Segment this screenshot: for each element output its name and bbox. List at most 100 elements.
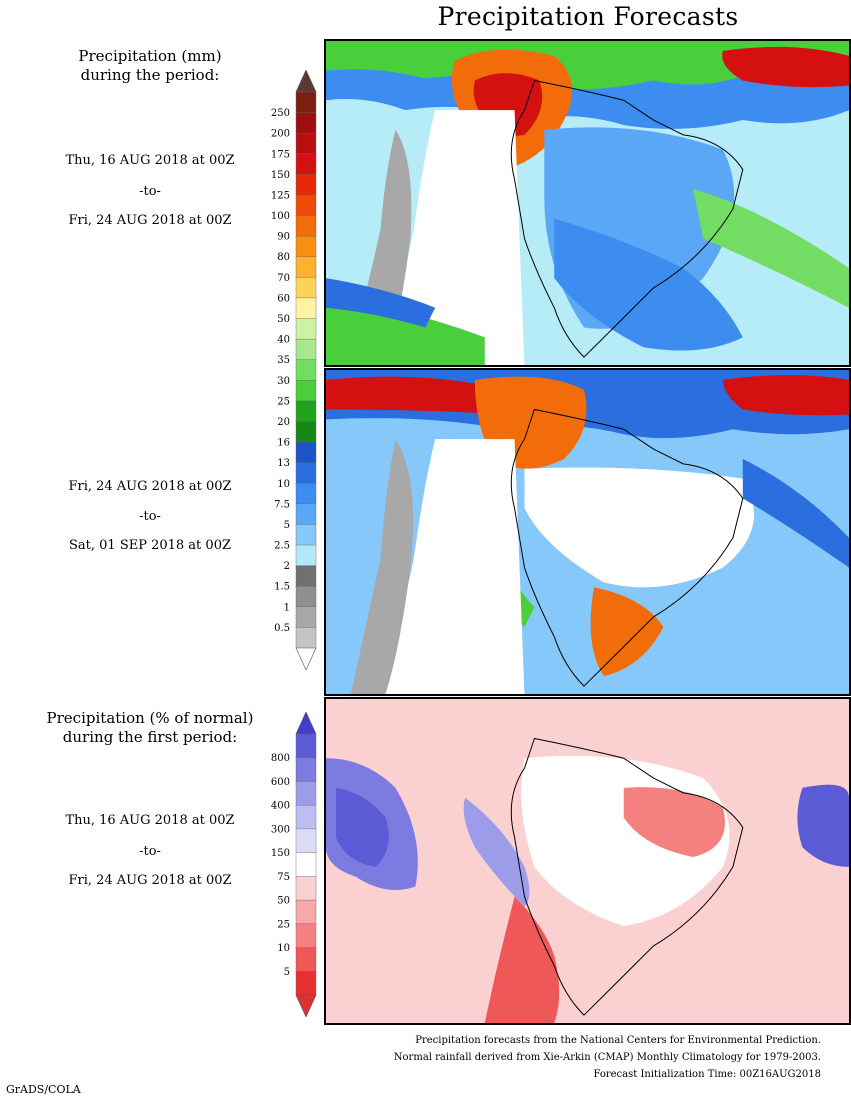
precip-colorbar-tick-label: 50 xyxy=(277,314,290,325)
panel1-end: Fri, 24 AUG 2018 at 00Z xyxy=(68,213,232,228)
precip-map-week2 xyxy=(326,370,849,694)
precip-colorbar-swatch xyxy=(295,338,317,361)
pct-colorbar-tick-label: 5 xyxy=(284,967,290,978)
panel2-end: Sat, 01 SEP 2018 at 00Z xyxy=(69,538,231,553)
precip-colorbar-tick-label: 100 xyxy=(271,211,290,222)
pct-colorbar-tick-label: 10 xyxy=(277,943,290,954)
pct-colorbar-top-arrow xyxy=(295,711,317,735)
precip-colorbar-swatch xyxy=(295,277,317,299)
precip-colorbar-tick-label: 40 xyxy=(277,335,290,346)
pct-colorbar-swatch xyxy=(295,947,317,972)
precip-colorbar-swatch xyxy=(295,565,317,587)
precip-colorbar-swatch xyxy=(295,153,317,175)
panel3-heading-line2: during the first period: xyxy=(62,728,238,746)
precip-colorbar-tick-label: 35 xyxy=(277,355,290,366)
precip-colorbar-top-arrow xyxy=(295,69,317,93)
panel2-sep: -to- xyxy=(139,509,161,524)
pct-colorbar-swatch xyxy=(295,781,317,806)
precip-colorbar-swatch xyxy=(295,421,317,443)
pct-colorbar-swatch xyxy=(295,923,317,949)
precip-colorbar-swatch xyxy=(295,606,317,629)
pct-colorbar-tick-label: 75 xyxy=(277,872,290,883)
pct-colorbar-swatch xyxy=(295,899,317,925)
precip-colorbar-swatch xyxy=(295,91,317,114)
panel1-heading: Precipitation (mm) during the period: xyxy=(40,47,260,85)
pct-colorbar-graphic: 800 600 400 300 150 75 50 25 10 5 xyxy=(271,711,317,1018)
footer-line-2: Normal rainfall derived from Xie-Arkin (… xyxy=(393,1052,821,1063)
precip-colorbar-tick-label: 1 xyxy=(284,602,290,613)
panel3-end: Fri, 24 AUG 2018 at 00Z xyxy=(68,873,232,888)
map-panel-week2 xyxy=(324,368,851,696)
precip-colorbar-swatch xyxy=(295,174,317,196)
pct-colorbar-tick-label: 300 xyxy=(271,824,290,835)
precip-colorbar-tick-label: 0.5 xyxy=(274,623,290,634)
precip-colorbar-swatch xyxy=(295,297,317,320)
precip-colorbar-swatch xyxy=(295,112,317,134)
precip-colorbar-tick-label: 25 xyxy=(277,396,290,407)
pct-colorbar-tick-label: 25 xyxy=(277,919,290,930)
footer-line-3: Forecast Initialization Time: 00Z16AUG20… xyxy=(593,1069,821,1080)
precip-colorbar: 250 200 175 150 125 100 90 80 70 60 50 40 35 30 25 20 16… xyxy=(250,69,330,671)
precip-colorbar-tick-label: 2 xyxy=(284,561,290,572)
panel2-start: Fri, 24 AUG 2018 at 00Z xyxy=(68,479,232,494)
precip-colorbar-swatch xyxy=(295,194,317,217)
precip-colorbar-swatch xyxy=(295,586,317,608)
pct-colorbar: 800 600 400 300 150 75 50 25 10 5 xyxy=(250,711,330,1018)
precip-map-week1 xyxy=(326,41,849,365)
precip-colorbar-tick-label: 5 xyxy=(284,520,290,531)
pct-colorbar-swatch xyxy=(295,733,317,759)
precip-colorbar-tick-label: 13 xyxy=(277,458,290,469)
precip-colorbar-swatch xyxy=(295,441,317,464)
pct-colorbar-bottom-arrow xyxy=(295,994,317,1018)
precip-colorbar-tick-label: 30 xyxy=(277,376,290,387)
precip-colorbar-graphic: 2502001751501251009080706050403530252016… xyxy=(271,69,317,671)
panel3-sep: -to- xyxy=(139,844,161,859)
precip-colorbar-tick-label: 10 xyxy=(277,479,290,490)
precip-colorbar-tick-label: 90 xyxy=(277,232,290,243)
pct-colorbar-swatch xyxy=(295,971,317,996)
pct-colorbar-tick-label: 600 xyxy=(271,777,290,788)
pct-colorbar-tick-label: 800 xyxy=(271,753,290,764)
pct-colorbar-tick-label: 400 xyxy=(271,801,290,812)
precip-colorbar-swatch xyxy=(295,359,317,381)
precip-colorbar-tick-label: 80 xyxy=(277,252,290,263)
precip-colorbar-swatch xyxy=(295,483,317,505)
precip-colorbar-swatch xyxy=(295,380,317,402)
pct-normal-map xyxy=(326,699,849,1023)
precip-colorbar-tick-label: 7.5 xyxy=(274,499,290,510)
pct-colorbar-swatch xyxy=(295,828,317,854)
precip-colorbar-bottom-arrow xyxy=(295,647,317,671)
footer-line-1: Precipitation forecasts from the Nationa… xyxy=(415,1035,821,1046)
precip-colorbar-tick-label: 1.5 xyxy=(274,582,290,593)
precip-colorbar-swatch xyxy=(295,256,317,278)
panel1-start: Thu, 16 AUG 2018 at 00Z xyxy=(65,153,235,168)
precip-colorbar-swatch xyxy=(295,318,317,340)
panel3-start: Thu, 16 AUG 2018 at 00Z xyxy=(65,813,235,828)
page-title: Precipitation Forecasts xyxy=(437,2,739,31)
precip-colorbar-tick-label: 175 xyxy=(271,149,290,160)
precip-colorbar-tick-label: 150 xyxy=(271,170,290,181)
pct-colorbar-tick-label: 50 xyxy=(277,896,290,907)
precip-colorbar-tick-label: 125 xyxy=(271,190,290,201)
panel1-heading-line1: Precipitation (mm) xyxy=(78,47,222,65)
precip-colorbar-swatch xyxy=(295,503,317,526)
precip-colorbar-swatch xyxy=(295,400,317,423)
map-panel-week1 xyxy=(324,39,851,367)
panel1-heading-line2: during the period: xyxy=(80,66,220,84)
pct-colorbar-swatch xyxy=(295,804,317,830)
precip-colorbar-swatch xyxy=(295,627,317,649)
precip-colorbar-swatch xyxy=(295,462,317,484)
precip-colorbar-swatch xyxy=(295,215,317,237)
precip-colorbar-swatch xyxy=(295,132,317,155)
map-panel-percent-normal xyxy=(324,697,851,1025)
precip-colorbar-swatch xyxy=(295,235,317,258)
precip-colorbar-tick-label: 70 xyxy=(277,273,290,284)
precip-colorbar-tick-label: 2.5 xyxy=(274,541,290,552)
pct-colorbar-swatch xyxy=(295,757,317,783)
precip-colorbar-tick-label: 16 xyxy=(277,438,290,449)
precip-colorbar-tick-label: 250 xyxy=(271,108,290,119)
pct-colorbar-swatch xyxy=(295,876,317,901)
panel3-heading: Precipitation (% of normal) during the f… xyxy=(30,709,270,747)
precip-colorbar-swatch xyxy=(295,544,317,567)
panel1-sep: -to- xyxy=(139,184,161,199)
